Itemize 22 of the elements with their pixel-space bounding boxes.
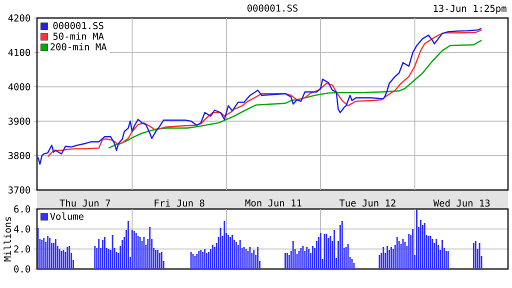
y-tick-label: 6.0 <box>14 205 30 213</box>
x-tick-label: Mon Jun 11 <box>245 199 302 207</box>
y-tick-label: 3800 <box>8 152 30 160</box>
x-tick-label: Tue Jun 12 <box>339 199 396 207</box>
legend-label: Volume <box>50 212 84 220</box>
y-tick-label: 3700 <box>8 186 30 194</box>
y-tick-label: 4.0 <box>14 225 30 233</box>
x-tick-label: Wed Jun 13 <box>433 199 490 207</box>
y-tick-label: 2.0 <box>14 245 30 253</box>
y-tick-label: 0.0 <box>14 265 30 273</box>
legend-label: 200-min MA <box>50 43 107 50</box>
y-tick-label: 4100 <box>8 48 30 56</box>
y-axis-title: Millions <box>4 217 12 262</box>
legend-label: 000001.SS <box>53 22 104 30</box>
legend-label: 50-min MA <box>53 32 104 40</box>
y-tick-label: 4000 <box>8 83 30 90</box>
x-tick-label: Thu Jun 7 <box>60 199 110 207</box>
chart-title: 000001.SS <box>247 4 298 12</box>
y-tick-label: 4200 <box>8 14 30 22</box>
y-tick-label: 3900 <box>8 118 30 125</box>
x-tick-label: Fri Jun 8 <box>154 199 204 207</box>
chart-subtitle: 13-Jun 1:25pm <box>434 4 506 14</box>
